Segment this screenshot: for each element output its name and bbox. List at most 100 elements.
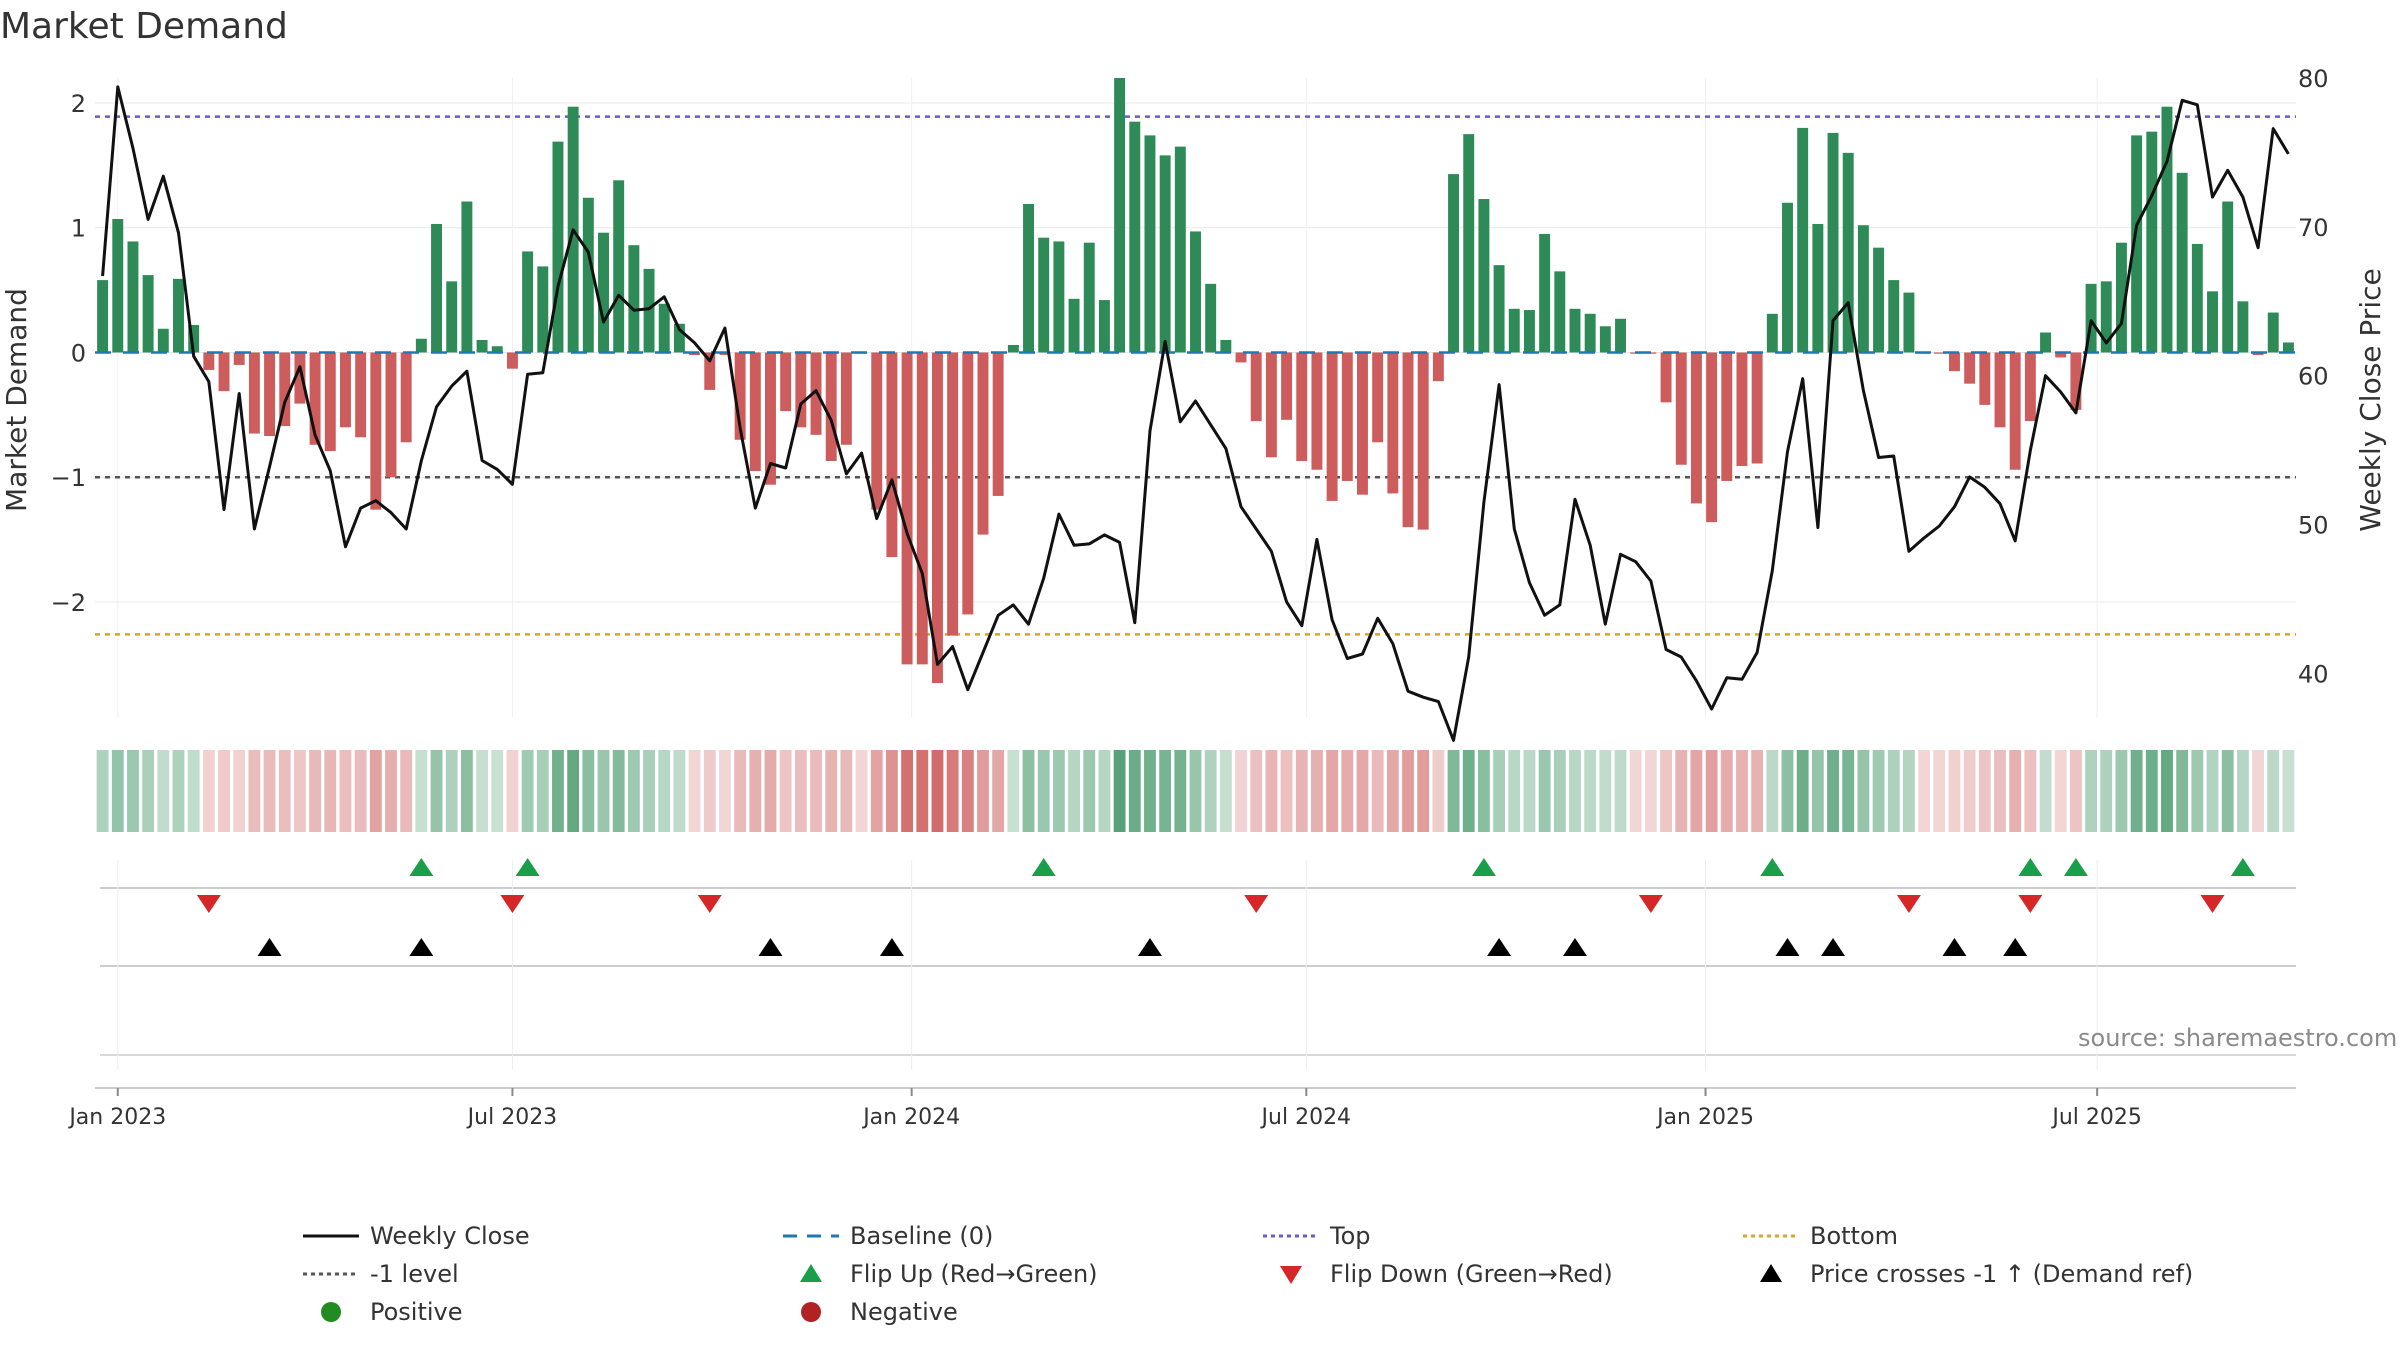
heat-cell [233, 750, 246, 832]
demand-bar-positive [1827, 132, 1839, 353]
y-axis-label: Market Demand [0, 288, 33, 512]
heat-cell [202, 750, 215, 832]
y2-tick-label: 80 [2298, 65, 2329, 93]
demand-bar-negative [977, 352, 989, 535]
heat-cell [2176, 750, 2189, 832]
demand-bar-positive [1857, 225, 1869, 353]
heat-cell [764, 750, 777, 832]
heat-cell [1402, 750, 1414, 832]
demand-bar-positive [2131, 135, 2143, 353]
demand-bar-negative [962, 352, 974, 615]
demand-bar-negative [1706, 352, 1718, 523]
legend-label: Top [1330, 1222, 1371, 1250]
heat-cell [1386, 750, 1399, 832]
heat-cell [552, 750, 564, 832]
heat-cell [263, 750, 276, 832]
heat-cell [612, 750, 625, 832]
demand-bar-positive [1539, 233, 1551, 353]
legend-label: -1 level [370, 1260, 459, 1288]
demand-bar-positive [2222, 201, 2234, 353]
heat-cell [1037, 750, 1050, 832]
heat-cell [354, 750, 367, 832]
flip-down-marker [196, 895, 221, 913]
heat-cell [1007, 750, 1020, 832]
demand-bar-negative [840, 352, 852, 445]
heat-cell [2282, 750, 2295, 832]
heat-cell [369, 750, 382, 832]
heat-cell [491, 750, 504, 832]
heat-cell [1857, 750, 1870, 832]
demand-bar-negative [1949, 352, 1960, 372]
heat-cell [643, 750, 655, 832]
flip-up-marker [1471, 858, 1496, 876]
heat-cell [1204, 750, 1217, 832]
x-tick-label: Jul 2025 [2050, 1105, 2142, 1130]
legend-item-top: Top [1260, 1218, 1371, 1254]
flip-down-marker [500, 895, 525, 913]
heat-cell [445, 750, 458, 832]
heat-cell [1432, 750, 1445, 832]
demand-bar-positive [2146, 131, 2158, 353]
legend-item-negative: Negative [780, 1294, 958, 1330]
demand-bar-negative [1736, 352, 1748, 466]
triangle-up-icon [1740, 1256, 1802, 1292]
heat-cell [142, 750, 155, 832]
x-tick-label: Jul 2023 [466, 1105, 558, 1130]
demand-bar-positive [1523, 310, 1535, 353]
heat-cell [2145, 750, 2158, 832]
heat-cell [931, 750, 944, 832]
heat-cell [977, 750, 989, 832]
flip-up-marker [2018, 858, 2043, 876]
demand-bar-negative [1341, 352, 1353, 481]
heat-cell [385, 750, 397, 832]
demand-bar-positive [628, 245, 640, 353]
heat-cell [2221, 750, 2234, 832]
heat-cell [1903, 750, 1915, 832]
y-tick-label: 2 [71, 90, 86, 118]
demand-bar-positive [461, 201, 473, 353]
demand-bar-negative [749, 352, 761, 471]
flip-up-marker [2063, 858, 2088, 876]
demand-bar-positive [2085, 283, 2097, 353]
flip-down-marker [1244, 895, 1269, 913]
heat-cell [430, 750, 443, 832]
demand-bar-negative [203, 352, 215, 370]
flip-down-marker [2200, 895, 2225, 913]
demand-bar-positive [1220, 339, 1232, 353]
heat-cell [658, 750, 671, 832]
heat-cell [1189, 750, 1202, 832]
heat-cell [2115, 750, 2128, 832]
demand-bar-positive [658, 303, 670, 353]
dotted-line-icon [1740, 1218, 1802, 1254]
heat-cell [1660, 750, 1672, 832]
dash-line-icon [780, 1218, 842, 1254]
heat-cell [1371, 750, 1384, 832]
legend-item-positive: Positive [300, 1294, 463, 1330]
cross-up-marker [1775, 938, 1800, 956]
heat-cell [2100, 750, 2113, 832]
demand-bar-negative [339, 352, 351, 428]
x-axis: Jan 2023 Jul 2023 Jan 2024 Jul 2024 Jan 2025… [67, 1087, 2296, 1130]
heat-cell [1128, 750, 1141, 832]
demand-bar-negative [264, 352, 276, 437]
demand-bar-negative [506, 352, 518, 369]
demand-bar-positive [1053, 241, 1065, 353]
x-tick-label: Jan 2023 [67, 1105, 166, 1130]
demand-bar-positive [522, 251, 534, 353]
cross-up-marker [1487, 938, 1512, 956]
heat-cell [1113, 750, 1126, 832]
heat-cell [1629, 750, 1642, 832]
heat-cell [324, 750, 337, 832]
cross-up-marker [879, 938, 904, 956]
cross-up-marker [1942, 938, 1967, 956]
reference-lines [95, 115, 2296, 636]
heat-cell [1341, 750, 1354, 832]
legend-item-bottom: Bottom [1740, 1218, 1898, 1254]
heat-cell [1599, 750, 1612, 832]
demand-bar-negative [2024, 352, 2036, 422]
demand-bar-negative [1660, 352, 1672, 403]
legend-label: Baseline (0) [850, 1222, 994, 1250]
demand-bar-negative [886, 352, 898, 558]
demand-bar-negative [2070, 352, 2082, 410]
legend: Weekly Close Baseline (0) Top Bottom -1 … [300, 1218, 2240, 1328]
